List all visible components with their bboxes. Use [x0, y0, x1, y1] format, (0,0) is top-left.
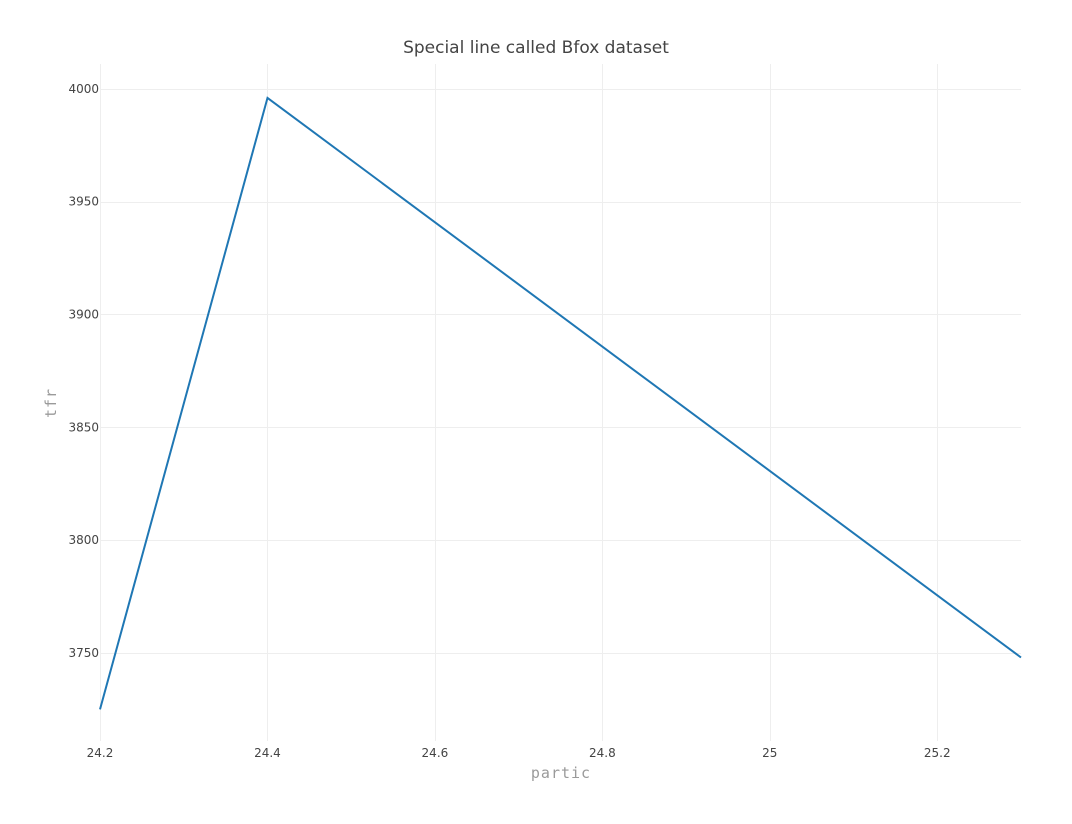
x-tick-label: 24.2: [87, 746, 114, 760]
y-tick-label: 3850: [68, 420, 99, 434]
data-point[interactable]: [97, 706, 103, 712]
x-tick-label: 24.4: [254, 746, 281, 760]
y-axis-ticks: 3750 3800 3850 3900 3950 4000: [68, 82, 99, 660]
chart-title: Special line called Bfox dataset: [403, 38, 669, 58]
data-point[interactable]: [1018, 655, 1024, 661]
x-tick-label: 24.6: [422, 746, 449, 760]
y-tick-label: 3900: [68, 307, 99, 321]
x-tick-label: 25: [762, 746, 777, 760]
x-axis-ticks: 24.2 24.4 24.6 24.8 25 25.2: [87, 746, 951, 760]
data-point[interactable]: [265, 95, 271, 101]
y-tick-label: 3800: [68, 533, 99, 547]
x-tick-label: 25.2: [924, 746, 951, 760]
y-tick-label: 3750: [68, 646, 99, 660]
x-tick-label: 24.8: [589, 746, 616, 760]
grid: [100, 64, 1021, 741]
y-axis-label: tfr: [42, 388, 60, 418]
series-layer: [97, 95, 1024, 712]
x-axis-label: partic: [531, 764, 591, 782]
series-line: [99, 96, 1022, 710]
y-tick-label: 3950: [68, 195, 99, 209]
y-tick-label: 4000: [68, 82, 99, 96]
